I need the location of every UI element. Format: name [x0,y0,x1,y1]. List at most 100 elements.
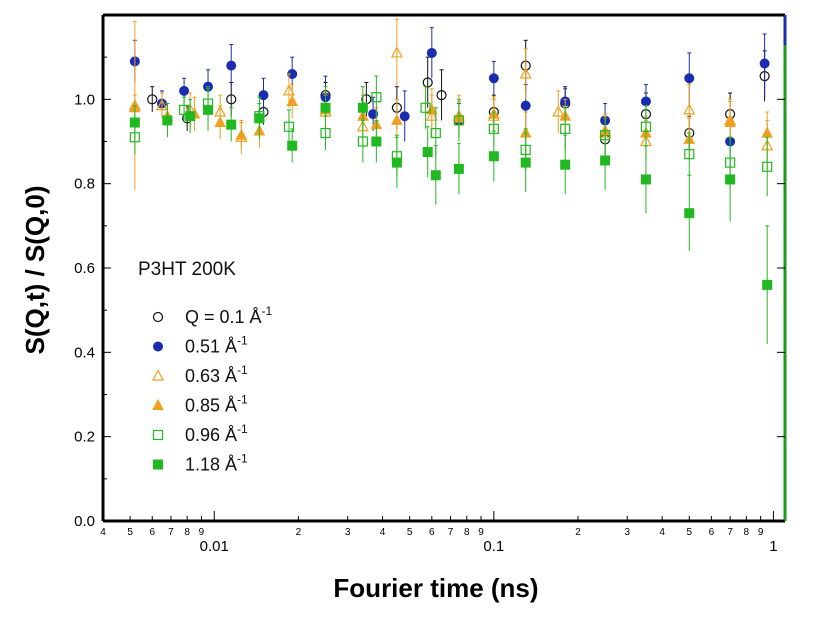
data-point [640,174,651,185]
x-minor-tick-label: 9 [758,527,764,538]
x-minor-tick-label: 5 [407,527,413,538]
y-tick-label: 0.2 [74,429,95,446]
x-major-tick-label: 0.1 [483,538,504,555]
data-point [399,111,410,122]
data-point [488,73,499,84]
data-layer [128,18,774,344]
data-point [683,103,696,115]
x-minor-tick-label: 6 [149,527,155,538]
data-point [320,102,331,113]
data-point [422,147,433,158]
data-point [453,163,464,174]
data-point [759,58,770,69]
data-point [282,84,295,96]
data-point [203,104,214,115]
data-point [519,67,532,79]
x-minor-tick-label: 8 [184,527,190,538]
legend-marker [153,459,163,470]
x-minor-tick-label: 7 [727,527,733,538]
data-point [425,103,438,115]
legend-entry: 0.63 Å-1 [152,363,248,386]
legend-label: 0.85 Å-1 [185,393,248,416]
data-point [371,92,382,103]
y-tick-label: 0.0 [74,513,95,530]
data-point [155,98,168,111]
data-point [453,115,465,126]
data-point [178,104,190,115]
data-point [552,105,565,117]
data-point [422,77,433,88]
data-point [226,60,237,71]
data-point [640,121,652,132]
data-point [185,111,196,122]
data-point [724,115,736,128]
data-point [162,115,173,126]
data-point [420,102,431,113]
series-4 [129,75,773,197]
data-point [436,90,447,101]
axes-layer: 0.00.20.40.60.81.00.01 0.1 14 5 6 7 8 9 2 3 4 5 6 7 8 9… [74,13,787,555]
data-point [226,94,237,105]
data-point [426,47,437,58]
data-point [254,113,265,124]
x-minor-tick-label: 9 [478,527,484,538]
data-point [391,113,403,125]
legend-entry: Q = 0.1 Å-1 [152,304,273,327]
x-minor-tick-label: 2 [296,527,302,538]
data-point [684,149,695,160]
series-5 [129,86,773,344]
y-axis-label: S(Q,t) / S(Q,0) [20,186,50,355]
x-minor-tick-label: 3 [345,527,351,538]
x-minor-tick-label: 5 [127,527,133,538]
y-tick-label: 0.8 [74,176,95,193]
data-point [520,100,531,111]
data-point [390,46,403,58]
data-point [287,140,298,151]
data-point [520,157,531,168]
legend-label: Q = 0.1 Å-1 [185,304,273,327]
series-3 [129,84,774,161]
data-point [368,109,379,120]
data-point [226,119,237,130]
data-point [147,94,158,105]
data-point [684,208,695,219]
legend-marker [152,429,164,441]
data-point [600,155,611,166]
legend-entry: 0.51 Å-1 [153,334,248,357]
series-1 [129,27,770,163]
x-minor-tick-label: 9 [199,527,205,538]
data-point [430,170,441,181]
data-point [391,157,402,168]
x-minor-tick-label: 4 [380,527,386,538]
x-minor-tick-label: 7 [448,527,454,538]
data-point [235,128,248,140]
data-point [357,136,368,147]
data-point [283,121,295,132]
x-minor-tick-label: 7 [168,527,174,538]
x-minor-tick-label: 6 [429,527,435,538]
legend-marker [153,341,163,352]
data-point [286,94,299,106]
x-minor-tick-label: 4 [100,527,106,538]
data-point [684,73,695,84]
legend-entry: 0.96 Å-1 [152,422,248,445]
chart-annotation: P3HT 200K [138,259,236,280]
x-minor-tick-label: 8 [744,527,750,538]
data-point [179,85,190,96]
x-major-tick-label: 0.01 [200,538,229,555]
legend-label: 0.96 Å-1 [185,422,248,445]
data-point [214,115,227,128]
data-point [371,136,382,147]
y-tick-label: 0.6 [74,260,95,277]
x-minor-tick-label: 8 [464,527,470,538]
series-2 [128,18,774,190]
legend-label: 0.51 Å-1 [185,334,248,357]
data-point [357,102,368,113]
y-tick-label: 0.4 [74,344,95,361]
data-point [129,117,140,128]
legend-marker [152,398,164,410]
legend: Q = 0.1 Å-1 0.51 Å-1 0.63 Å-1 0.85 Å-1 0.96 … [152,304,273,475]
x-axis-label: Fourier time (ns) [333,573,538,603]
legend-marker [152,369,164,381]
x-minor-tick-label: 5 [686,527,692,538]
